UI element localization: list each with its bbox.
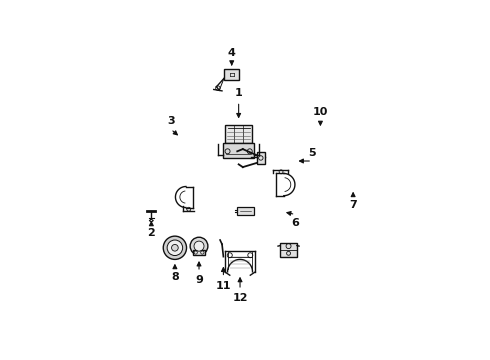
Circle shape [163,236,187,260]
Circle shape [172,244,178,251]
Text: 6: 6 [292,218,299,228]
Bar [257,152,265,163]
Text: 9: 9 [195,275,203,285]
Circle shape [167,240,183,256]
Circle shape [194,241,204,251]
Bar [237,207,254,215]
Bar [223,143,254,158]
Bar [225,125,252,143]
Text: 8: 8 [171,273,179,283]
Text: 2: 2 [147,228,155,238]
Circle shape [190,237,208,255]
Text: 12: 12 [232,293,248,303]
Bar [280,243,297,257]
Text: 4: 4 [228,48,236,58]
Bar [193,250,205,255]
Bar [224,69,240,80]
Text: 11: 11 [216,281,231,291]
Text: 1: 1 [235,88,243,98]
Text: 7: 7 [349,201,357,210]
Text: 5: 5 [308,148,316,158]
Text: 10: 10 [313,108,328,117]
Text: 3: 3 [167,116,174,126]
